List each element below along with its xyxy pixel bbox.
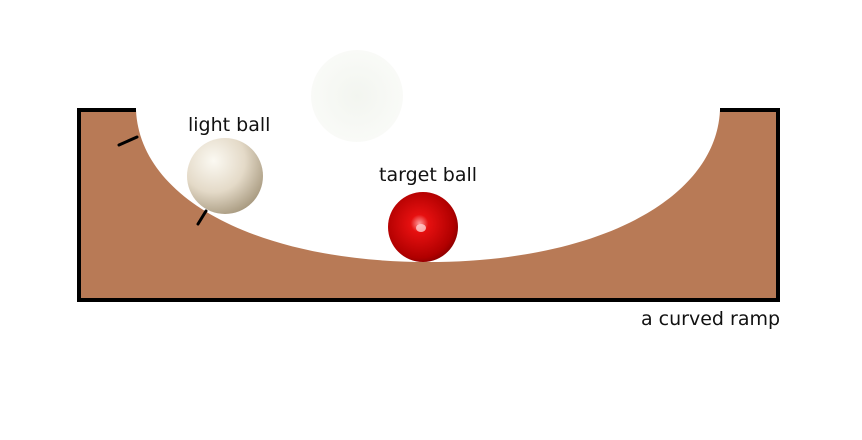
- light-ball-label: light ball: [188, 114, 271, 136]
- ramp-outline: [77, 108, 780, 302]
- target-ball-label: target ball: [379, 164, 478, 186]
- ghost-ball: [311, 50, 403, 142]
- curved-ramp: [79, 110, 778, 300]
- ramp-tick-mark: [117, 135, 139, 147]
- light-ball: [187, 138, 263, 214]
- ramp-tick-mark: [196, 209, 208, 226]
- target-ball-highlight: [416, 224, 426, 232]
- ramp-label: a curved ramp: [641, 308, 781, 330]
